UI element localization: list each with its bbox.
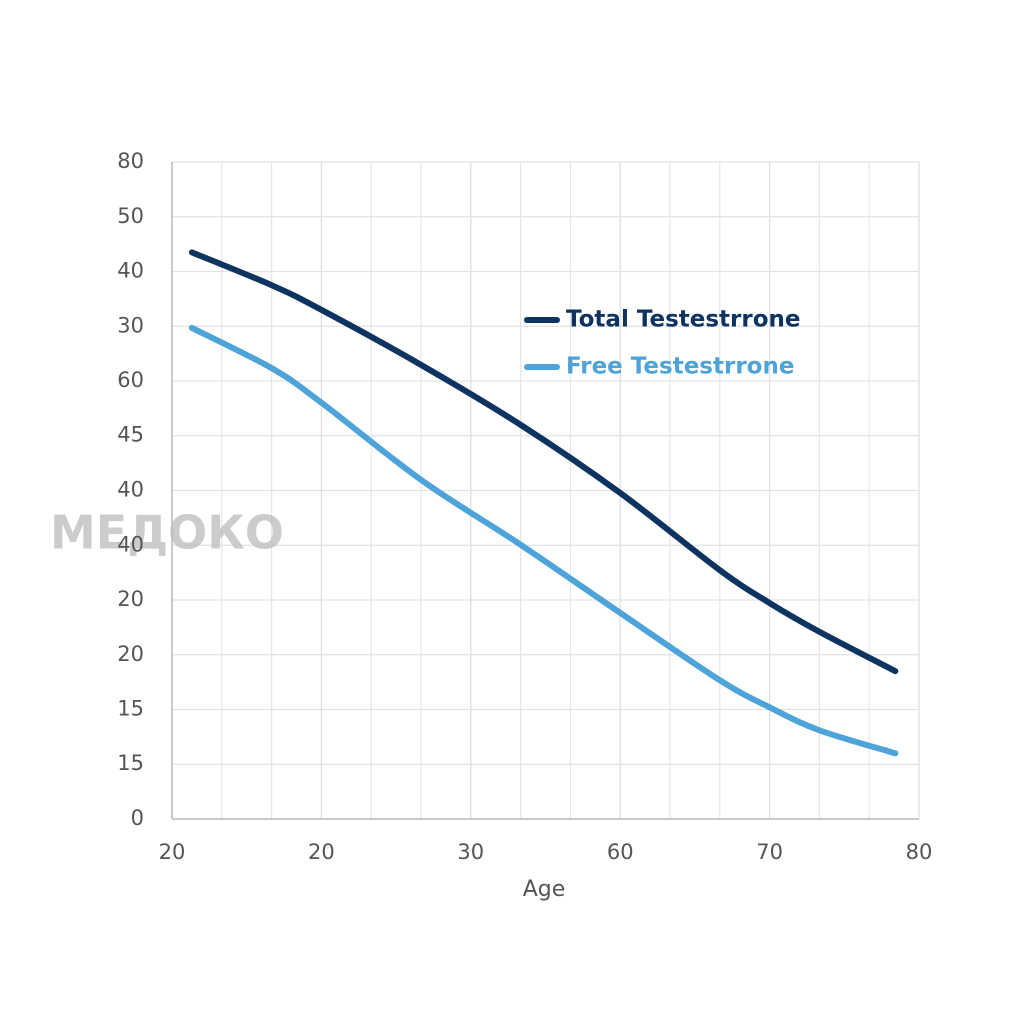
x-tick-label: 20 <box>308 840 335 864</box>
y-tick-label: 15 <box>117 697 144 721</box>
watermark: МЕДОКО <box>50 506 284 560</box>
y-tick-label: 45 <box>117 423 144 447</box>
y-tick-label: 80 <box>117 149 144 173</box>
y-tick-label: 0 <box>131 806 144 830</box>
x-tick-label: 80 <box>906 840 933 864</box>
y-tick-label: 15 <box>117 751 144 775</box>
series-line <box>188 249 899 675</box>
y-tick-label: 20 <box>117 642 144 666</box>
x-tick-label: 20 <box>159 840 186 864</box>
series-line <box>188 324 899 757</box>
x-tick-label: 70 <box>756 840 783 864</box>
y-tick-label: 40 <box>117 258 144 282</box>
x-tick-label: 60 <box>607 840 634 864</box>
x-axis-label: Age <box>523 877 566 902</box>
y-tick-label: 30 <box>117 313 144 337</box>
y-tick-label: 20 <box>117 587 144 611</box>
x-tick-label: 30 <box>457 840 484 864</box>
legend-label: Total Testestrrone <box>566 307 801 333</box>
y-tick-label: 40 <box>117 478 144 502</box>
y-tick-label: 40 <box>117 532 144 556</box>
legend-label: Free Testestrrone <box>566 354 794 380</box>
y-tick-label: 50 <box>117 204 144 228</box>
y-tick-label: 60 <box>117 368 144 392</box>
